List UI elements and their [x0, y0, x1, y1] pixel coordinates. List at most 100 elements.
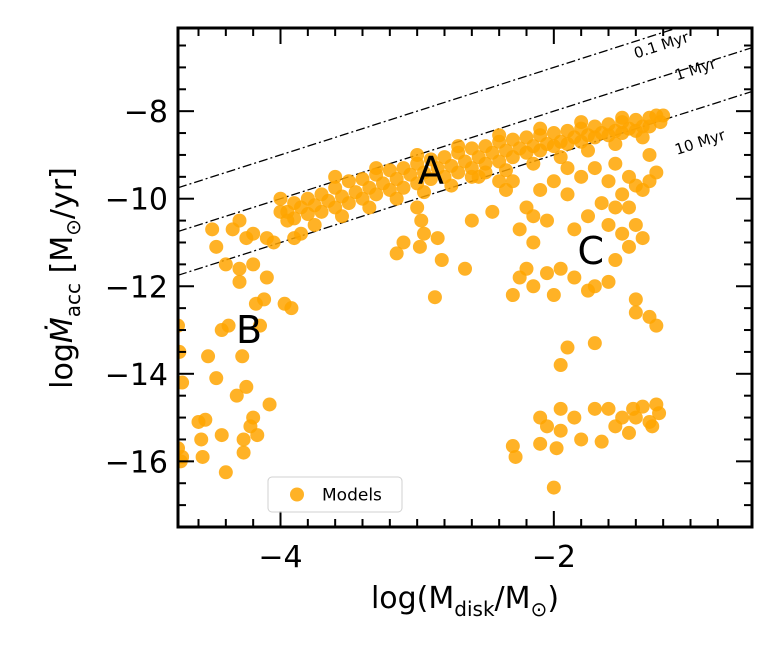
data-point — [236, 445, 251, 460]
x-title-main: log(M — [371, 581, 454, 616]
data-point — [574, 169, 589, 184]
data-point — [642, 119, 657, 134]
x-tick-label: −2 — [532, 540, 576, 575]
isochrone-line — [178, 47, 752, 233]
isochrone-label: 0.1 Myr — [632, 28, 692, 63]
y-tick-label: −8 — [124, 95, 168, 130]
data-point — [434, 252, 449, 267]
data-point — [492, 174, 507, 189]
data-point — [335, 209, 349, 224]
data-point — [259, 270, 274, 285]
data-point — [601, 274, 616, 289]
data-point — [533, 121, 548, 136]
data-point — [567, 222, 582, 237]
region-label-a: A — [418, 148, 444, 192]
data-point — [218, 465, 233, 480]
data-point — [553, 150, 568, 165]
data-point — [444, 178, 459, 193]
isochrone-label: 1 Myr — [673, 54, 720, 84]
data-point — [218, 257, 233, 272]
data-point — [519, 145, 534, 160]
data-point — [526, 209, 541, 224]
data-point — [250, 428, 265, 443]
data-point — [389, 191, 404, 206]
data-point — [526, 156, 541, 171]
data-point — [540, 266, 554, 281]
y-title-main: log — [45, 343, 80, 389]
data-point — [236, 432, 251, 447]
data-point — [608, 252, 623, 267]
y-title-units: [M — [45, 236, 80, 283]
data-point — [642, 147, 657, 162]
data-point — [594, 434, 609, 449]
data-point — [284, 301, 299, 316]
data-point — [294, 226, 308, 241]
data-point — [458, 261, 472, 276]
data-point — [560, 136, 575, 151]
data-point — [369, 161, 384, 176]
data-point — [587, 401, 602, 416]
data-point — [417, 226, 431, 241]
data-point — [628, 178, 643, 193]
data-point — [546, 288, 561, 303]
data-point — [410, 200, 425, 215]
x-title-end: ) — [547, 581, 559, 616]
data-point — [540, 213, 554, 228]
isochrone-label: 10 Myr — [673, 126, 729, 159]
y-title-sub: acc — [61, 283, 85, 317]
data-point — [546, 174, 561, 189]
x-title-mid: /M — [495, 581, 531, 616]
legend: Models — [267, 476, 403, 513]
y-tick-label: −12 — [105, 270, 168, 305]
data-point — [505, 174, 520, 189]
data-point — [464, 169, 479, 184]
y-title-var: Ṁ — [44, 317, 80, 343]
data-point — [533, 436, 548, 451]
data-point — [560, 340, 575, 355]
data-point — [423, 172, 438, 187]
data-point — [546, 480, 561, 495]
y-title-end: /yr] — [45, 167, 80, 219]
legend-box — [267, 476, 403, 513]
y-tick-label: −10 — [105, 183, 168, 218]
data-point — [195, 449, 210, 464]
data-point — [239, 379, 254, 394]
data-point — [533, 143, 548, 158]
data-point — [626, 401, 641, 416]
data-point — [492, 128, 507, 143]
data-point — [246, 226, 261, 241]
x-tick-label: −4 — [258, 540, 302, 575]
x-title-sub: disk — [454, 597, 495, 621]
data-point — [262, 397, 277, 412]
data-point — [328, 169, 343, 184]
data-point — [526, 279, 541, 294]
data-point — [246, 257, 261, 272]
data-point — [553, 261, 568, 276]
data-point — [253, 318, 267, 333]
data-point — [587, 130, 602, 145]
region-label-c: C — [577, 229, 604, 273]
data-point — [257, 292, 272, 307]
y-tick-label: −16 — [105, 445, 168, 480]
data-point — [412, 239, 427, 254]
data-point — [635, 231, 650, 246]
data-point — [615, 126, 630, 141]
data-point — [615, 187, 630, 202]
data-point — [178, 375, 190, 390]
data-point — [526, 235, 541, 250]
data-point — [622, 239, 636, 254]
isochrone-lines — [178, 28, 752, 276]
data-point — [581, 209, 595, 224]
data-point — [615, 410, 630, 425]
data-point — [499, 163, 513, 178]
data-point — [642, 174, 657, 189]
data-point — [560, 187, 575, 202]
data-point — [287, 211, 302, 226]
data-point — [567, 270, 582, 285]
legend-label: Models — [322, 486, 382, 506]
data-point — [427, 290, 442, 305]
data-point — [414, 213, 429, 228]
data-point — [540, 419, 554, 434]
data-point — [574, 115, 589, 130]
